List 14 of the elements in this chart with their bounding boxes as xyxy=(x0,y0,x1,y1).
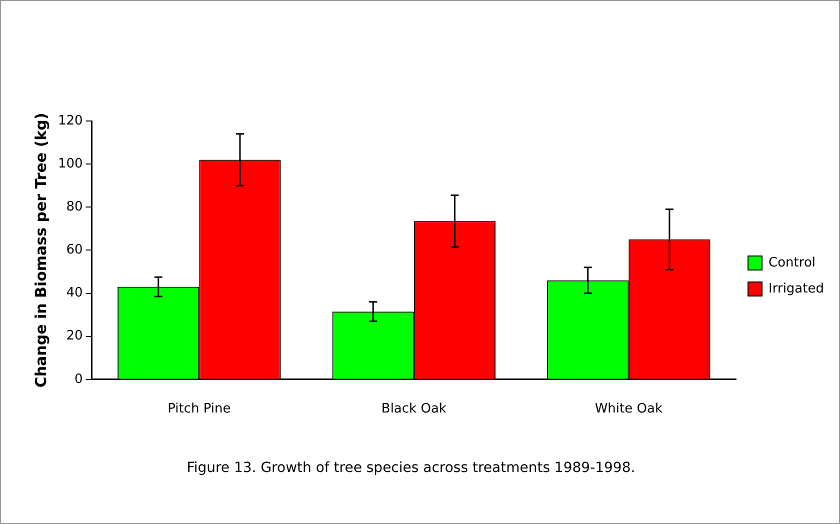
x-tick-label: Black Oak xyxy=(381,402,447,417)
y-tick-label: 100 xyxy=(58,156,83,172)
y-tick-label: 20 xyxy=(66,328,83,344)
x-tick-label: White Oak xyxy=(594,402,663,417)
legend-label: Control xyxy=(768,255,816,270)
y-tick-label: 80 xyxy=(66,200,83,215)
y-tick-label: 40 xyxy=(66,286,83,301)
legend-label: Irrigated xyxy=(768,281,824,296)
y-axis-title: Change in Biomass per Tree (kg) xyxy=(32,112,50,388)
x-tick-label: Pitch Pine xyxy=(168,402,231,417)
y-tick-label: 0 xyxy=(74,372,83,387)
text: Figure 13. Growth of tree species across treatments 1989-1998. xyxy=(186,459,636,478)
y-tick-label: 60 xyxy=(66,242,83,258)
y-tick-label: 120 xyxy=(58,113,83,128)
